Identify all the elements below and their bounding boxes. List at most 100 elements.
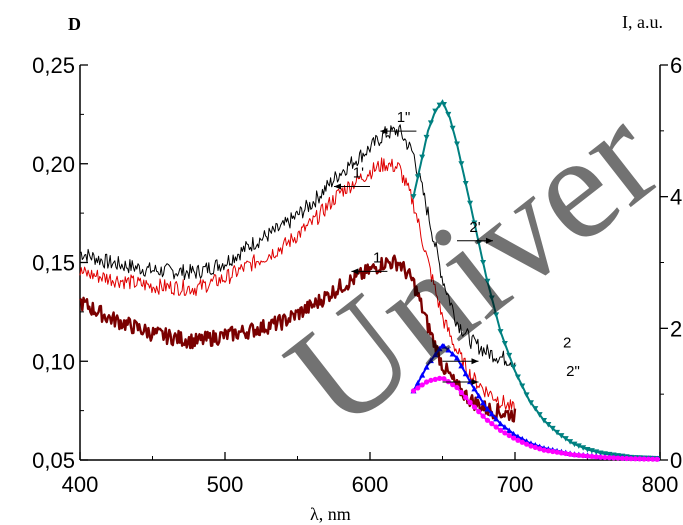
annotation-arrowhead xyxy=(471,378,479,385)
emission-point xyxy=(624,455,630,462)
x-axis-title: λ, nm xyxy=(310,504,351,524)
emission-point xyxy=(449,125,456,132)
emission-point xyxy=(419,382,425,388)
x-tick-label: 800 xyxy=(642,472,679,497)
emission-point xyxy=(550,448,556,455)
emission-point xyxy=(427,120,434,126)
emission-point xyxy=(476,409,482,415)
emission-point xyxy=(514,374,521,381)
emission-point xyxy=(454,384,460,391)
emission-point xyxy=(484,417,491,423)
emission-point xyxy=(628,456,634,462)
emission-point xyxy=(510,364,517,371)
emission-point xyxy=(510,430,517,437)
y-left-axis-title: D xyxy=(68,14,81,34)
emission-point xyxy=(558,433,565,439)
x-tick-label: 600 xyxy=(352,472,389,497)
emission-point xyxy=(514,433,521,440)
emission-point xyxy=(410,194,417,200)
emission-point xyxy=(436,345,443,352)
emission-point xyxy=(484,405,491,412)
emission-point xyxy=(436,102,443,109)
emission-point xyxy=(606,455,612,461)
emission-point xyxy=(571,452,578,458)
emission-point xyxy=(432,351,439,358)
annotation-label: 1 xyxy=(373,249,381,266)
y-right-tick-label: 0 xyxy=(670,448,682,473)
annotation-label: 2' xyxy=(469,219,480,236)
annotations-layer: 1" 1' 1 2' 2 2" xyxy=(334,109,580,385)
emission-point xyxy=(611,455,617,461)
emission-point xyxy=(445,111,452,118)
emission-point xyxy=(449,351,456,357)
emission-point xyxy=(463,394,469,401)
emission-point xyxy=(493,415,500,422)
series-layer xyxy=(79,99,661,462)
emission-point xyxy=(488,410,495,417)
emission-point xyxy=(510,435,517,441)
emission-point xyxy=(471,385,478,392)
absorption-line xyxy=(79,124,516,368)
emission-point xyxy=(650,456,656,462)
emission-point xyxy=(541,418,547,424)
emission-point xyxy=(562,436,569,442)
emission-point xyxy=(554,449,560,455)
emission-point xyxy=(619,455,625,461)
emission-point xyxy=(458,389,464,396)
emission-point xyxy=(580,453,586,459)
emission-point xyxy=(519,383,526,389)
emission-point xyxy=(475,392,482,399)
emission-point xyxy=(589,453,595,460)
emission-point xyxy=(445,347,452,353)
annotation-arrowhead xyxy=(351,268,359,275)
emission-point xyxy=(554,429,561,436)
emission-point xyxy=(528,443,534,449)
emission-point xyxy=(471,404,477,410)
y-right-axis-title: I, a.u. xyxy=(622,12,663,32)
x-tick-label: 700 xyxy=(497,472,534,497)
absorption-line xyxy=(79,254,517,423)
emission-point xyxy=(641,456,647,462)
emission-point xyxy=(532,406,539,412)
annotation-label: 2 xyxy=(563,334,571,351)
emission-point xyxy=(632,456,638,462)
emission-point xyxy=(497,329,504,335)
emission-point xyxy=(480,399,487,406)
annotation-label: 2" xyxy=(566,363,580,380)
emission-point xyxy=(536,412,543,418)
emission-point xyxy=(493,312,500,318)
emission-point xyxy=(654,456,660,462)
emission-point xyxy=(502,430,508,436)
emission-point xyxy=(493,424,499,430)
emission-point xyxy=(484,278,491,285)
annotation-arrowhead xyxy=(471,358,479,365)
emission-point xyxy=(527,400,534,406)
emission-point xyxy=(450,382,456,388)
annotation-arrowhead xyxy=(334,183,341,190)
emission-point xyxy=(458,362,465,369)
y-left-tick-label: 0,20 xyxy=(32,152,75,177)
emission-point xyxy=(440,343,447,349)
y-right-tick-label: 4 xyxy=(670,185,682,210)
emission-point xyxy=(602,454,608,461)
emission-point xyxy=(524,441,530,447)
emission-point xyxy=(545,448,551,454)
annotation-arrowhead xyxy=(380,128,388,135)
absorption-line xyxy=(79,157,516,417)
emission-point xyxy=(575,443,582,449)
emission-point xyxy=(615,455,621,461)
emission-point xyxy=(454,354,460,361)
y-right-tick-label: 2 xyxy=(670,316,682,341)
emission-point xyxy=(488,295,495,302)
emission-point xyxy=(549,425,556,432)
emission-point xyxy=(637,456,643,462)
y-left-tick-label: 0,10 xyxy=(32,349,75,374)
emission-point xyxy=(414,174,421,180)
emission-point xyxy=(506,432,512,439)
emission-point xyxy=(471,220,478,226)
emission-point xyxy=(571,441,578,448)
emission-point xyxy=(497,427,504,433)
emission-point xyxy=(563,450,569,457)
emission-point xyxy=(567,439,574,445)
